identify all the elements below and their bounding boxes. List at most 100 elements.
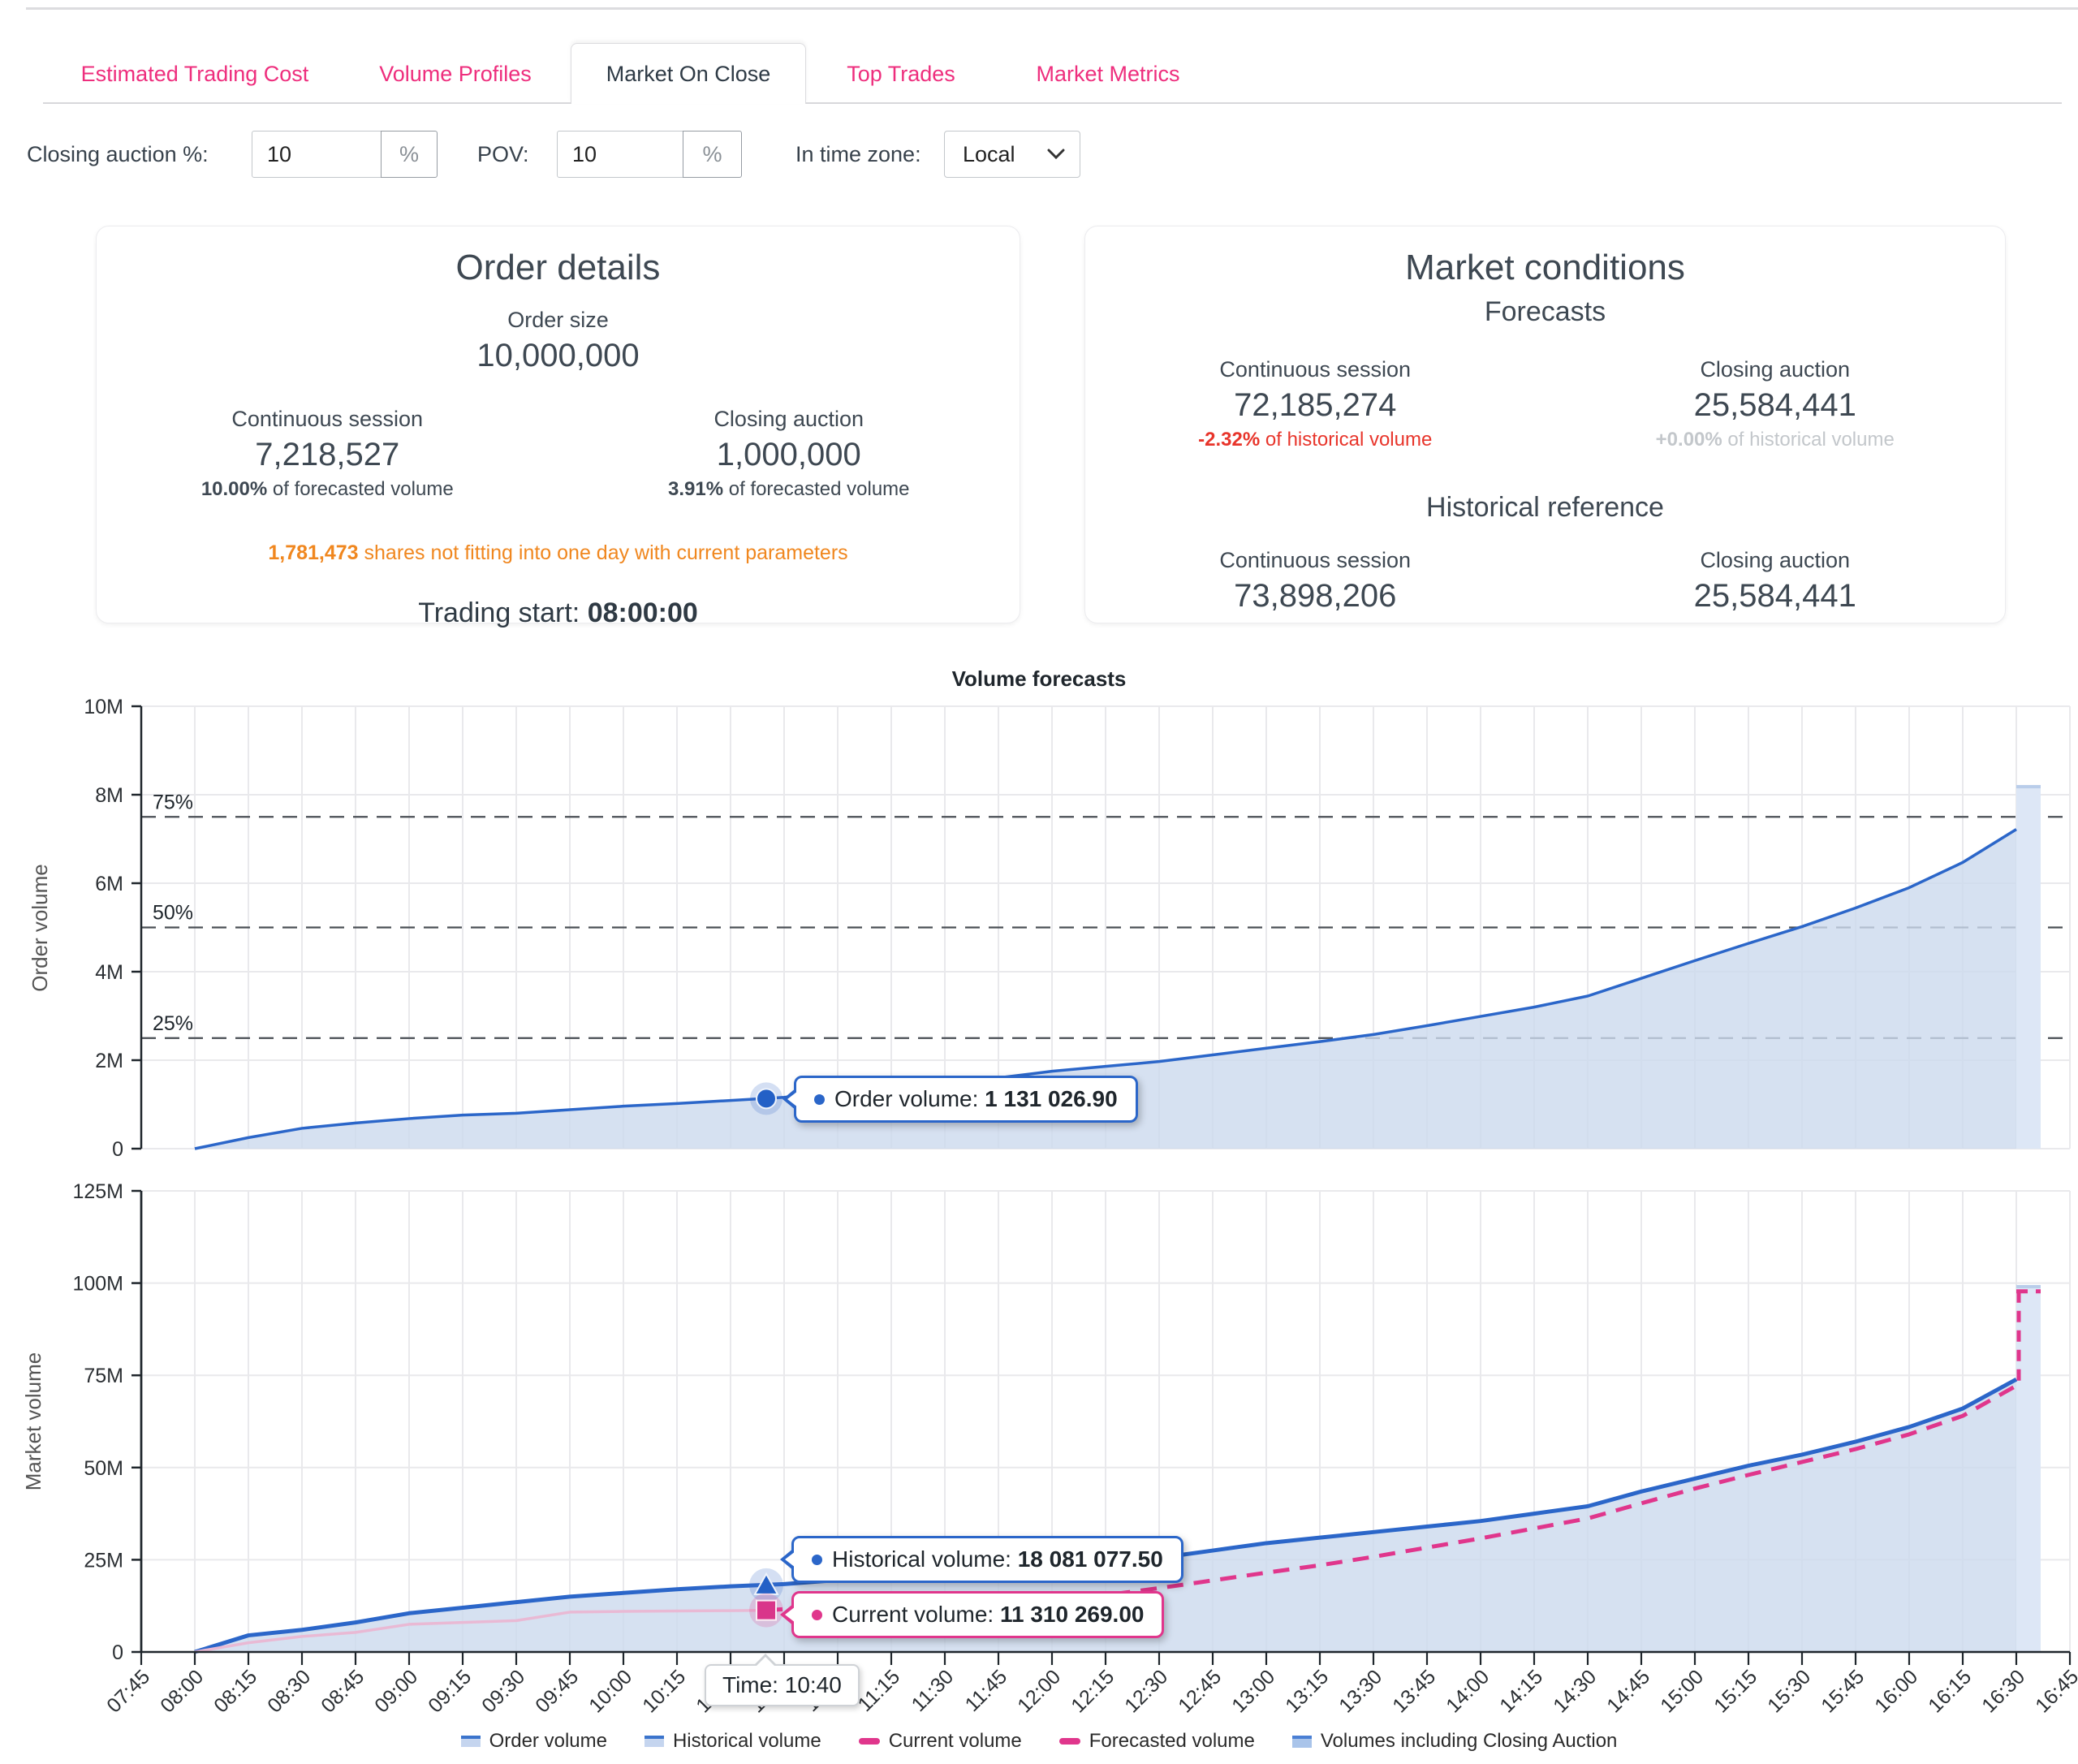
svg-text:6M: 6M [95, 873, 123, 895]
order-closing-auction-bar[interactable] [2016, 785, 2041, 1149]
svg-text:50M: 50M [84, 1457, 123, 1480]
svg-text:11:15: 11:15 [854, 1665, 905, 1716]
continuous-session-note: 10.00% of forecasted volume [200, 478, 454, 500]
closing-auction-suffix: % [381, 131, 438, 178]
svg-text:14:15: 14:15 [1495, 1665, 1547, 1717]
historical-closing-label: Closing auction [1700, 548, 1851, 572]
forecast-continuous-label: Continuous session [1219, 357, 1412, 382]
historical-continuous-block: Continuous session 73,898,206 [1085, 548, 1546, 615]
svg-text:08:30: 08:30 [263, 1665, 315, 1717]
current-volume-tooltip: Current volume: 11 310 269.00 [791, 1591, 1165, 1638]
svg-text:8M: 8M [95, 784, 123, 807]
forecast-closing-label: Closing auction [1700, 357, 1851, 382]
tab-top-trades[interactable]: Top Trades [847, 62, 955, 86]
legend-label: Forecasted volume [1089, 1730, 1255, 1752]
legend-item-historical-volume[interactable]: Historical volume [644, 1730, 821, 1753]
historical-reference-heading: Historical reference [1426, 492, 1664, 523]
svg-text:12:45: 12:45 [1174, 1665, 1226, 1717]
market-closing-auction-bar[interactable] [2016, 1284, 2041, 1652]
svg-text:16:30: 16:30 [1977, 1665, 2029, 1717]
tab-estimated-trading-cost[interactable]: Estimated Trading Cost [80, 62, 309, 86]
continuous-session-value: 7,218,527 [255, 437, 400, 472]
pov-input[interactable] [557, 131, 683, 178]
historical-volume-area[interactable] [195, 1379, 2016, 1652]
time-tooltip: Time: 10:40 [705, 1654, 860, 1706]
bar-cap [2016, 785, 2041, 789]
blue-dot-icon [814, 1093, 825, 1105]
tabbar-bottom-border [43, 102, 2062, 104]
svg-text:10M: 10M [84, 696, 123, 718]
svg-text:0: 0 [112, 1641, 123, 1664]
legend-swatch-icon [1058, 1738, 1080, 1745]
tab-volume-profiles[interactable]: Volume Profiles [379, 62, 532, 86]
svg-text:0: 0 [112, 1138, 123, 1161]
timezone-select[interactable]: Local [944, 131, 1080, 178]
svg-text:10:00: 10:00 [584, 1665, 636, 1717]
svg-text:25M: 25M [84, 1549, 123, 1572]
svg-text:4M: 4M [95, 961, 123, 984]
forecasts-heading: Forecasts [1484, 296, 1606, 327]
timezone-value: Local [963, 141, 1015, 166]
svg-text:16:15: 16:15 [1924, 1665, 1976, 1717]
legend-label: Order volume [489, 1730, 607, 1752]
legend-item-order-volume[interactable]: Order volume [460, 1730, 607, 1753]
current-volume-line[interactable] [194, 1608, 767, 1654]
ref-label-50%: 50% [153, 902, 193, 925]
svg-text:10:15: 10:15 [638, 1665, 690, 1717]
svg-text:14:00: 14:00 [1442, 1665, 1494, 1717]
svg-text:12:15: 12:15 [1067, 1665, 1119, 1717]
forecast-continuous-note: -2.32% of historical volume [1198, 429, 1433, 451]
legend-swatch-icon [858, 1738, 880, 1745]
forecast-closing-block: Closing auction 25,584,441 +0.00% of his… [1546, 357, 2006, 451]
legend-label: Current volume [888, 1730, 1022, 1752]
market-conditions-card: Market conditions Forecasts Continuous s… [1084, 226, 2006, 623]
closing-auction-label: Closing auction %: [27, 142, 209, 166]
trading-start: Trading start: 08:00:00 [418, 597, 698, 628]
svg-text:12:00: 12:00 [1013, 1665, 1065, 1717]
svg-text:08:00: 08:00 [156, 1665, 208, 1717]
svg-text:2M: 2M [95, 1050, 123, 1072]
historical-continuous-value: 73,898,206 [1234, 578, 1397, 614]
continuous-session-block: Continuous session 7,218,527 10.00% of f… [97, 407, 558, 501]
legend-item-volumes-including-closing-auction[interactable]: Volumes including Closing Auction [1291, 1730, 1618, 1753]
order-marker[interactable] [756, 1088, 777, 1110]
legend-item-forecasted-volume[interactable]: Forecasted volume [1058, 1730, 1255, 1753]
svg-text:14:30: 14:30 [1549, 1665, 1601, 1717]
order-volume-tooltip: Order volume: 1 131 026.90 [794, 1076, 1138, 1123]
svg-text:15:15: 15:15 [1709, 1665, 1761, 1717]
forecast-continuous-value: 72,185,274 [1234, 387, 1397, 423]
market-volume-axis-title: Market volume [21, 1352, 45, 1491]
svg-text:07:45: 07:45 [102, 1665, 154, 1717]
historical-continuous-label: Continuous session [1219, 548, 1412, 572]
svg-text:15:00: 15:00 [1656, 1665, 1708, 1717]
svg-text:09:30: 09:30 [477, 1665, 529, 1717]
closing-auction-col-label: Closing auction [714, 407, 864, 431]
svg-text:08:45: 08:45 [317, 1665, 369, 1717]
legend-swatch-icon [644, 1736, 664, 1747]
svg-text:13:15: 13:15 [1281, 1665, 1333, 1717]
historical-marker[interactable] [753, 1572, 779, 1595]
market-conditions-title: Market conditions [1405, 248, 1685, 287]
closing-auction-input[interactable] [252, 131, 382, 178]
legend-swatch-icon [460, 1736, 481, 1747]
legend-item-current-volume[interactable]: Current volume [858, 1730, 1022, 1753]
forecast-continuous-block: Continuous session 72,185,274 -2.32% of … [1085, 357, 1546, 451]
ref-label-75%: 75% [153, 791, 193, 813]
tab-market-on-close[interactable]: Market On Close [606, 62, 771, 86]
y-axis: 0 2M 4M 6M 8M 10M [84, 696, 143, 1161]
tab-market-metrics[interactable]: Market Metrics [1036, 62, 1180, 86]
svg-text:15:30: 15:30 [1763, 1665, 1815, 1717]
order-details-title: Order details [455, 248, 661, 287]
closing-auction-value: 1,000,000 [716, 437, 861, 472]
legend-label: Volumes including Closing Auction [1320, 1730, 1618, 1752]
order-volume-area[interactable] [195, 829, 2016, 1149]
order-details-card: Order details Order size 10,000,000 Cont… [96, 226, 1020, 628]
order-volume-axis-title: Order volume [28, 864, 52, 992]
current-marker[interactable] [756, 1599, 777, 1621]
forecasted-volume-line[interactable] [765, 1383, 2018, 1613]
legend-swatch-icon [1291, 1735, 1312, 1748]
order-volume-line[interactable] [194, 828, 2017, 1150]
svg-text:100M: 100M [72, 1273, 123, 1296]
svg-text:12:30: 12:30 [1120, 1665, 1172, 1717]
